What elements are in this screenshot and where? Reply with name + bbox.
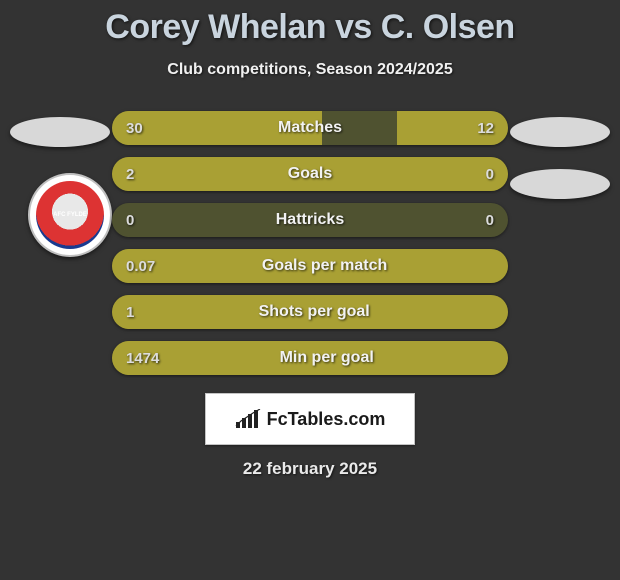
stat-label: Hattricks xyxy=(134,211,485,229)
club-placeholder-right-2 xyxy=(510,169,610,199)
stat-label: Goals per match xyxy=(155,257,494,275)
stat-value-left: 0.07 xyxy=(112,258,155,275)
club-badge-left: AFC FYLDE xyxy=(28,173,112,257)
stats-area: AFC FYLDE 30Matches122Goals00Hattricks00… xyxy=(0,111,620,375)
stat-row: 0.07Goals per match xyxy=(112,249,508,283)
bar-chart-icon xyxy=(235,409,261,429)
player-left-name: Corey Whelan xyxy=(105,8,326,46)
player-right-name: C. Olsen xyxy=(381,8,515,46)
stat-label: Goals xyxy=(134,165,485,183)
stat-value-left: 30 xyxy=(112,120,143,137)
stat-value-left: 0 xyxy=(112,212,134,229)
stat-value-left: 2 xyxy=(112,166,134,183)
brand-text: FcTables.com xyxy=(267,409,386,430)
stat-row: 1474Min per goal xyxy=(112,341,508,375)
club-placeholder-left xyxy=(10,117,110,147)
stat-label: Matches xyxy=(143,119,478,137)
subtitle: Club competitions, Season 2024/2025 xyxy=(0,61,620,79)
stat-label: Min per goal xyxy=(159,349,494,367)
stat-value-left: 1474 xyxy=(112,350,159,367)
brand-badge[interactable]: FcTables.com xyxy=(205,393,415,445)
stat-value-right: 0 xyxy=(486,166,508,183)
stat-row: 30Matches12 xyxy=(112,111,508,145)
stat-row: 1Shots per goal xyxy=(112,295,508,329)
stat-value-right: 12 xyxy=(477,120,508,137)
date-text: 22 february 2025 xyxy=(0,459,620,479)
stat-value-left: 1 xyxy=(112,304,134,321)
stat-row: 2Goals0 xyxy=(112,157,508,191)
club-placeholder-right-1 xyxy=(510,117,610,147)
stat-row: 0Hattricks0 xyxy=(112,203,508,237)
club-badge-left-inner: AFC FYLDE xyxy=(36,181,104,249)
vs-text: vs xyxy=(335,8,372,46)
stat-label: Shots per goal xyxy=(134,303,494,321)
club-badge-text: AFC FYLDE xyxy=(53,212,87,218)
page-title: Corey Whelan vs C. Olsen xyxy=(0,0,620,47)
stat-value-right: 0 xyxy=(486,212,508,229)
stat-rows: 30Matches122Goals00Hattricks00.07Goals p… xyxy=(112,111,508,375)
